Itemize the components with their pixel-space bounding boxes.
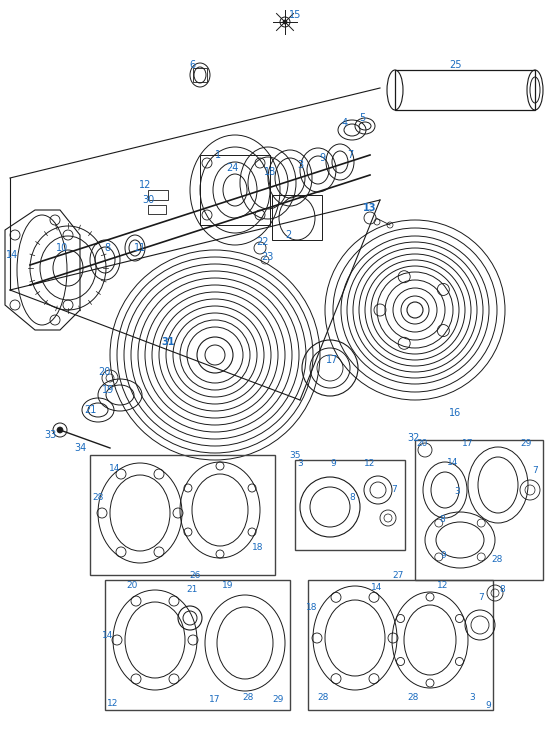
Text: 31: 31 [161, 337, 174, 347]
Text: 3: 3 [469, 693, 475, 702]
Text: 7: 7 [347, 150, 353, 160]
Text: 8: 8 [499, 586, 505, 594]
Text: 17: 17 [462, 438, 474, 447]
Bar [200, 155, 270, 225]
Bar [148, 205, 166, 214]
Text: 3: 3 [454, 487, 460, 496]
Text: 13: 13 [363, 203, 377, 213]
Text: 27: 27 [392, 571, 404, 580]
Text: 9: 9 [485, 702, 491, 711]
Text: 28: 28 [491, 556, 503, 565]
Text: 29: 29 [520, 438, 532, 447]
Text: 32: 32 [407, 433, 419, 443]
Text: 14: 14 [109, 464, 121, 472]
Text: 34: 34 [74, 443, 86, 453]
Text: 30: 30 [142, 195, 154, 205]
Bar [272, 195, 322, 240]
Text: 28: 28 [242, 693, 254, 702]
Text: 8: 8 [349, 493, 355, 502]
Text: 14: 14 [6, 250, 18, 260]
Text: 14: 14 [447, 458, 459, 466]
Text: 7: 7 [391, 486, 397, 495]
Text: 12: 12 [437, 580, 449, 589]
Text: 16: 16 [449, 408, 461, 418]
Text: 12: 12 [139, 180, 151, 190]
Text: 19: 19 [102, 385, 114, 395]
Text: 9: 9 [330, 458, 336, 467]
Text: 9: 9 [440, 551, 446, 560]
Text: 8: 8 [104, 243, 110, 253]
Text: 28: 28 [317, 693, 329, 702]
Text: 3: 3 [297, 458, 303, 467]
Text: 7: 7 [532, 466, 538, 475]
Text: 33: 33 [44, 430, 56, 440]
Text: 3: 3 [297, 160, 303, 170]
Text: 18: 18 [306, 603, 318, 612]
Circle shape [283, 20, 287, 24]
Bar [308, 580, 493, 710]
Bar [395, 70, 535, 110]
Bar [90, 455, 275, 575]
Text: 28: 28 [408, 693, 418, 702]
Text: 25: 25 [449, 60, 461, 70]
Bar [105, 580, 290, 710]
Text: 7: 7 [478, 594, 484, 603]
Text: 23: 23 [261, 252, 273, 262]
Text: 35: 35 [289, 451, 301, 460]
Text: 29: 29 [272, 696, 284, 705]
Text: 8: 8 [439, 516, 445, 525]
Text: 11: 11 [134, 243, 146, 253]
Text: 12: 12 [364, 458, 376, 467]
Text: 18: 18 [264, 167, 276, 177]
Text: 10: 10 [56, 243, 68, 253]
Text: 2: 2 [285, 230, 291, 240]
Text: 28: 28 [92, 493, 104, 501]
Text: 20: 20 [416, 438, 428, 447]
Text: 14: 14 [371, 583, 383, 592]
Text: 21: 21 [84, 405, 96, 415]
Text: 21: 21 [187, 586, 197, 594]
Text: 24: 24 [226, 163, 238, 173]
Text: 18: 18 [252, 544, 264, 553]
Text: 15: 15 [289, 10, 301, 20]
Text: 17: 17 [326, 355, 338, 365]
Text: 6: 6 [189, 60, 195, 70]
Text: 12: 12 [107, 699, 119, 708]
Text: 1: 1 [215, 150, 221, 160]
Text: 20: 20 [98, 367, 110, 377]
Text: 17: 17 [210, 696, 221, 705]
Text: 9: 9 [319, 153, 325, 163]
Text: 5: 5 [359, 113, 365, 123]
Bar [148, 190, 168, 200]
Text: 26: 26 [189, 571, 201, 580]
Text: 19: 19 [222, 580, 234, 589]
Text: 4: 4 [342, 118, 348, 128]
Text: 14: 14 [102, 630, 114, 640]
Bar [193, 68, 207, 82]
Text: 22: 22 [256, 237, 268, 247]
Bar [295, 460, 405, 550]
Text: 20: 20 [126, 580, 138, 589]
Bar [415, 440, 543, 580]
Circle shape [57, 427, 63, 433]
